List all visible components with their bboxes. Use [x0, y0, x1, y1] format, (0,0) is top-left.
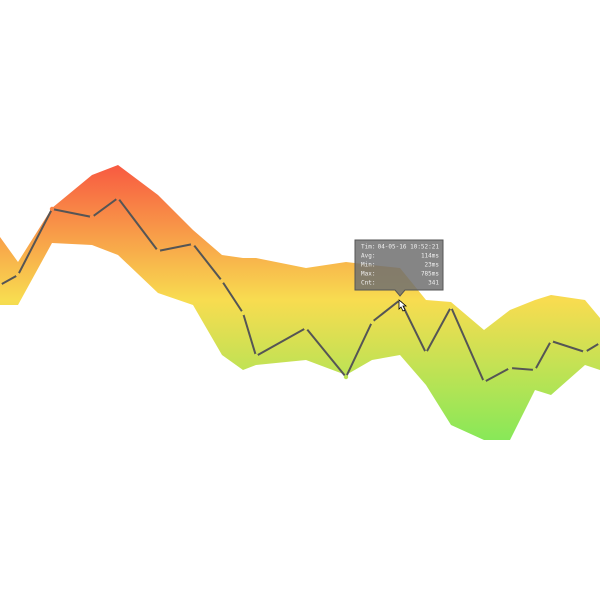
tooltip-label: Avg:	[361, 253, 375, 260]
avg-point	[253, 353, 259, 359]
avg-point	[15, 272, 21, 278]
range-band	[0, 165, 600, 440]
avg-point	[507, 365, 513, 371]
avg-point	[190, 241, 196, 247]
avg-point	[532, 367, 538, 373]
avg-point	[448, 304, 454, 310]
cursor	[398, 299, 408, 312]
tooltip-label: Cnt:	[361, 280, 375, 287]
tooltip-label: Min:	[361, 262, 375, 269]
avg-point	[423, 350, 429, 356]
avg-point	[240, 310, 246, 316]
tooltip-label: Tim:	[361, 244, 375, 251]
avg-point	[369, 319, 375, 325]
avg-point	[0, 282, 3, 288]
tooltip-value: 114ms	[421, 253, 439, 260]
avg-point	[548, 338, 554, 344]
tooltip-value: 341	[428, 280, 439, 287]
avg-point	[49, 206, 55, 212]
avg-point	[155, 248, 161, 254]
avg-point	[303, 325, 309, 331]
tooltip-value: 04-05-16 10:52:21	[378, 244, 440, 251]
avg-point	[481, 379, 487, 385]
avg-point	[343, 374, 349, 380]
avg-line	[0, 196, 600, 384]
tooltip-box	[354, 239, 444, 297]
tooltip-value: 23ms	[425, 262, 440, 269]
avg-point	[582, 349, 588, 355]
avg-point	[597, 340, 600, 346]
plot	[0, 165, 600, 440]
tooltip-value: 785ms	[421, 271, 439, 278]
avg-point	[219, 278, 225, 284]
avg-point	[115, 195, 121, 201]
tooltip-label: Max:	[361, 271, 375, 278]
avg-point	[89, 214, 95, 220]
